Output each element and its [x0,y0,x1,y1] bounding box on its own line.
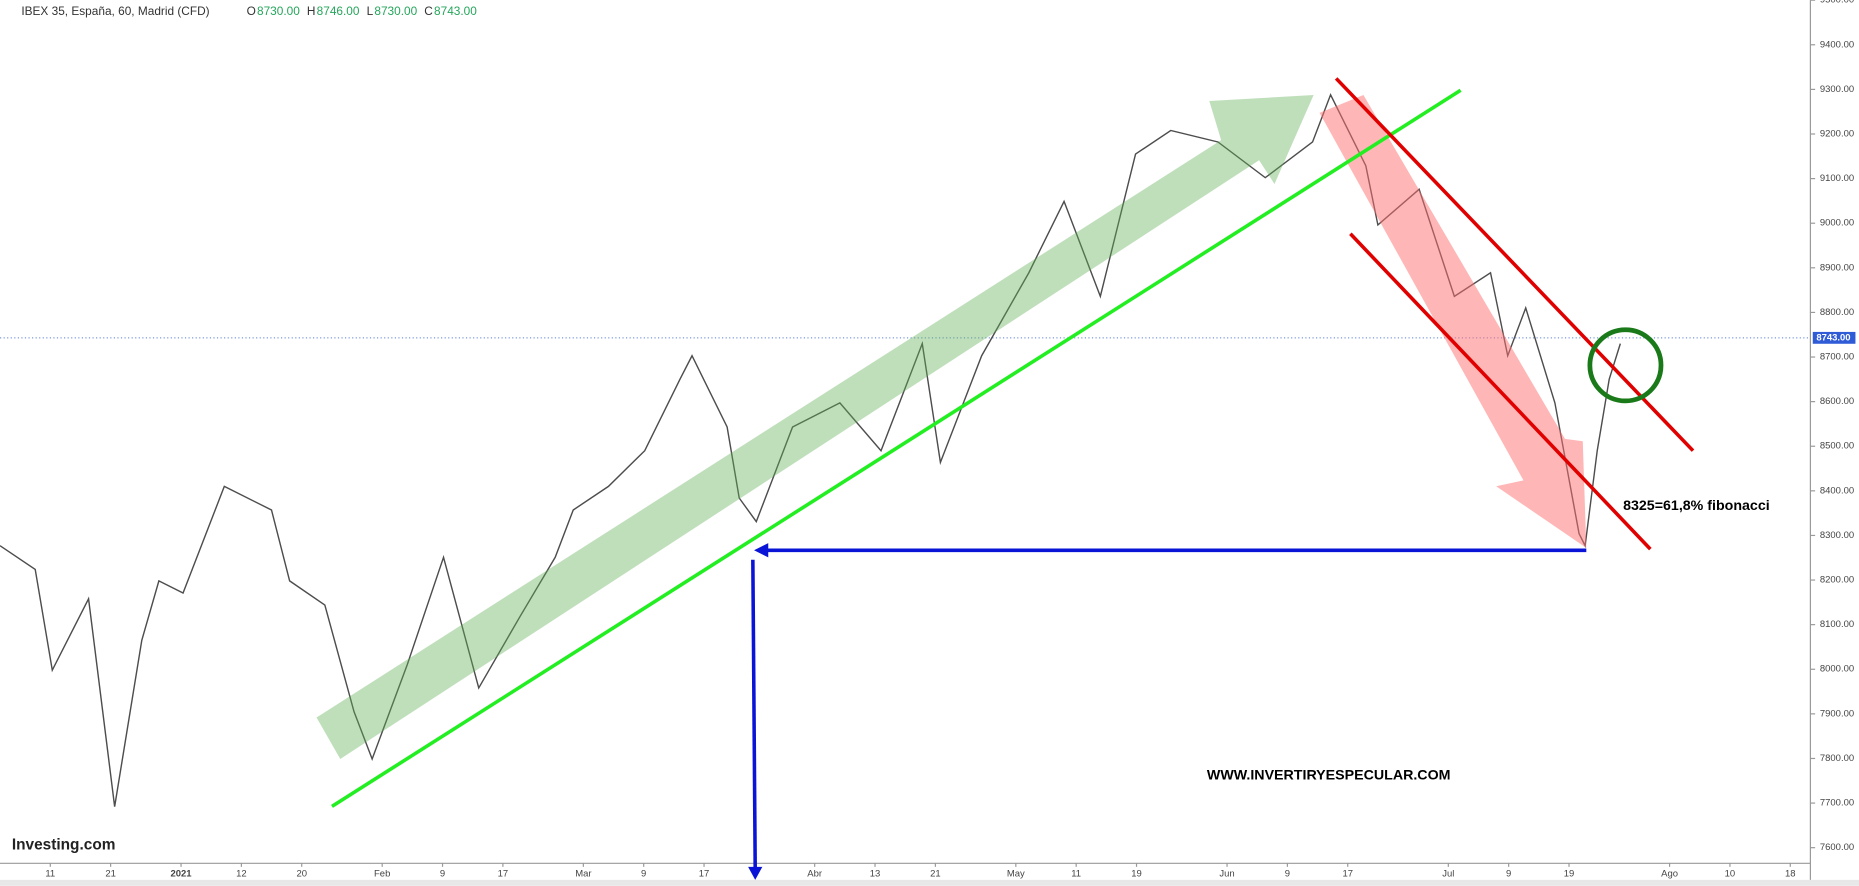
y-tick-label: 9000.00 [1820,218,1854,229]
x-tick-label: 12 [236,868,247,879]
y-tick-label: 8400.00 [1820,485,1854,496]
ohlc-value: 8730.00 [257,4,300,18]
x-tick-label: Jul [1442,868,1454,879]
channel-bottom [1349,232,1652,551]
x-tick-label: 13 [870,868,881,879]
x-tick-label: 18 [1785,868,1796,879]
y-tick-label: 8800.00 [1820,307,1854,318]
x-tick-label: Jun [1219,868,1234,879]
x-tick-label: 17 [498,868,509,879]
ohlc-value: 8743.00 [434,4,477,18]
chart-title: IBEX 35, España, 60, Madrid (CFD) [21,4,209,18]
x-tick-label: 2021 [171,868,192,879]
x-tick-label: 17 [1342,868,1353,879]
y-tick-label: 9200.00 [1820,128,1854,139]
x-tick-label: 9 [1506,868,1511,879]
uptrend-arrow [316,95,1314,759]
breakout-circle [1587,327,1664,404]
x-tick-label: 20 [296,868,307,879]
fib-annotation: 8325=61,8% fibonacci [1623,498,1770,514]
x-tick-label: Ago [1661,868,1678,879]
x-tick-label: 11 [45,868,55,879]
date-line [751,559,757,871]
y-tick-label: 9400.00 [1820,39,1854,50]
arrow-head [748,866,763,880]
x-tick-label: 10 [1725,868,1736,879]
arrow-head [754,543,769,558]
x-tick-label: Abr [807,868,822,879]
last-price-label: 8743.00 [1816,332,1850,343]
support-line [331,88,1462,808]
ohlc-key: H [307,4,316,18]
x-tick-label: 11 [1071,868,1081,879]
y-tick-label: 8300.00 [1820,530,1854,541]
x-tick-label: 19 [1564,868,1575,879]
ohlc-legend: O 8730.00 H 8746.00 L 8730.00 C 8743.00 [247,4,478,18]
y-tick-label: 8700.00 [1820,352,1854,363]
x-tick-label: 9 [641,868,646,879]
y-tick-label: 7900.00 [1820,708,1854,719]
last-price-box [1812,331,1856,344]
x-tick-label: 21 [930,868,941,879]
status-bar [0,879,1859,886]
y-tick-label: 8000.00 [1820,664,1854,675]
x-tick-label: 9 [440,868,445,879]
x-tick-label: 21 [105,868,116,879]
ohlc-value: 8730.00 [374,4,417,18]
x-tick-label: Feb [374,868,390,879]
y-tick-label: 7800.00 [1820,753,1854,764]
y-tick-label: 8200.00 [1820,575,1854,586]
x-tick-label: Mar [575,868,591,879]
ohlc-key: C [424,4,433,18]
ohlc-key: L [367,4,374,18]
x-tick-label: 9 [1285,868,1290,879]
watermark: WWW.INVERTIRYESPECULAR.COM [1207,767,1451,783]
x-tick-label: May [1007,868,1025,879]
ohlc-key: O [247,4,256,18]
logo: Investing.com [12,837,116,854]
channel-top [1334,77,1695,452]
y-tick-label: 9300.00 [1820,84,1854,95]
y-tick-label: 8100.00 [1820,619,1854,630]
y-tick-label: 8600.00 [1820,396,1854,407]
x-tick-label: 17 [699,868,710,879]
downtrend-arrow [1319,95,1587,548]
y-tick-label: 9500.00 [1820,0,1854,6]
y-tick-label: 8500.00 [1820,441,1854,452]
x-tick-label: 19 [1131,868,1142,879]
y-tick-label: 7600.00 [1820,842,1854,853]
y-tick-label: 8900.00 [1820,262,1854,273]
ohlc-value: 8746.00 [317,4,360,18]
y-tick-label: 9100.00 [1820,173,1854,184]
y-tick-label: 7700.00 [1820,798,1854,809]
